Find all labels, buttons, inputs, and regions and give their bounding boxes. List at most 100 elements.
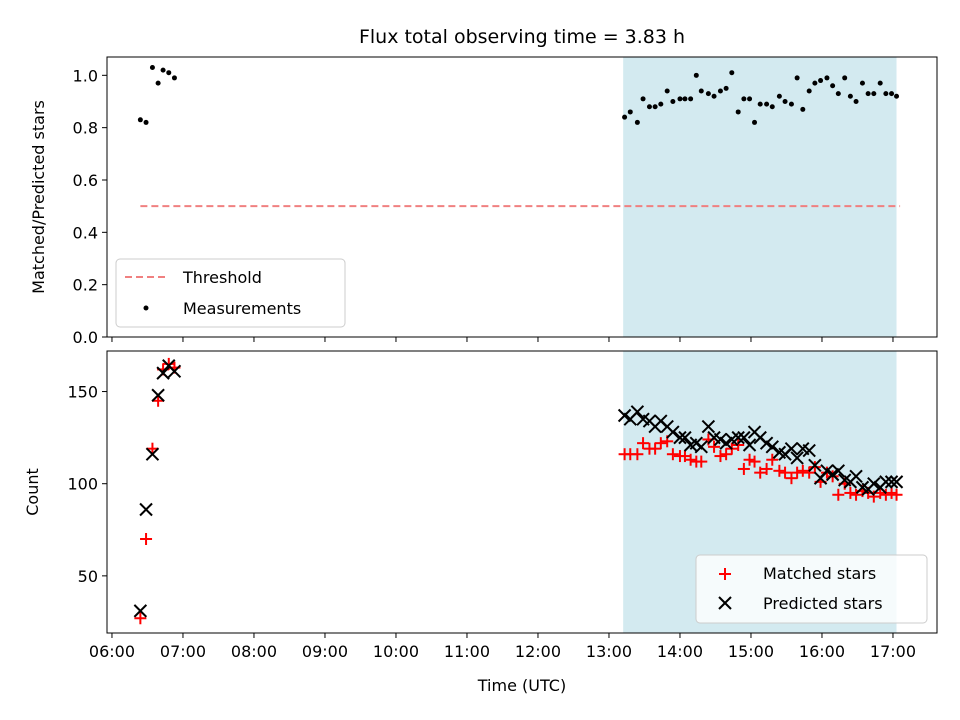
measurement-point — [859, 80, 865, 86]
bottom-legend: Matched stars Predicted stars — [695, 554, 928, 624]
top-x-ticks — [111, 337, 894, 342]
predicted-star-stroke-b — [701, 419, 716, 434]
measurement-point — [800, 106, 806, 112]
predicted-star-stroke-b — [879, 475, 893, 489]
measurement-point — [818, 78, 824, 84]
predicted-star-stroke-b — [772, 445, 787, 460]
top-y-tick-label: 1.0 — [73, 66, 98, 85]
measurement-point — [698, 88, 704, 94]
predicted-star-stroke-b — [759, 436, 774, 450]
measurement-point — [741, 96, 747, 102]
predicted-star-point — [884, 475, 899, 489]
x-tick-label: 12:00 — [515, 642, 561, 661]
measurement-point — [652, 104, 658, 110]
predicted-star-stroke-b — [837, 473, 852, 487]
measurement-point — [757, 101, 763, 107]
matched-star-point — [140, 533, 153, 545]
bottom-y-tick-label: 100 — [67, 475, 98, 494]
matched-star-point — [134, 612, 147, 625]
predicted-star-stroke-b — [156, 366, 170, 380]
measurement-point — [711, 93, 717, 99]
predicted-star-point — [742, 438, 757, 452]
predicted-star-stroke-b — [617, 408, 632, 423]
x-tick-label: 10:00 — [373, 642, 419, 661]
predicted-star-point — [731, 430, 745, 445]
measurement-point — [160, 67, 166, 73]
matched-star-point — [785, 472, 798, 485]
predicted-star-stroke-b — [678, 430, 692, 445]
measurement-point — [149, 64, 155, 70]
top-y-tick-label: 0.0 — [73, 328, 98, 347]
matched-star-point — [654, 437, 667, 450]
bottom-legend-box — [695, 554, 928, 624]
predicted-star-point — [849, 469, 863, 484]
measurement-point — [705, 91, 711, 97]
x-tick-label: 07:00 — [160, 642, 206, 661]
predicted-star-point — [737, 430, 751, 445]
matched-star-point — [844, 486, 857, 499]
x-tick-label: 06:00 — [89, 642, 135, 661]
matched-star-point — [773, 464, 786, 477]
x-tick-label: 17:00 — [870, 642, 916, 661]
top-y-tick-label: 0.6 — [73, 171, 98, 190]
bottom-y-axis-label: Count — [23, 468, 42, 516]
predicted-star-stroke-b — [855, 480, 870, 495]
predicted-star-point — [867, 476, 881, 491]
x-tick-label: 09:00 — [302, 642, 348, 661]
legend-predicted-label: Predicted stars — [763, 594, 883, 613]
predicted-star-stroke-b — [790, 451, 804, 465]
predicted-star-point — [156, 366, 170, 380]
matched-star-point — [796, 464, 809, 477]
predicted-star-point — [694, 440, 708, 454]
predicted-star-stroke-b — [694, 440, 708, 454]
predicted-star-point — [167, 364, 182, 378]
measurement-point — [776, 93, 782, 99]
x-axis-label: Time (UTC) — [477, 676, 566, 695]
matched-star-point — [791, 466, 804, 479]
predicted-star-stroke-b — [673, 430, 687, 445]
measurement-point — [877, 80, 883, 86]
matched-star-point — [637, 437, 650, 450]
measurement-point — [842, 75, 848, 81]
matched-star-point — [152, 394, 165, 407]
top-panel: 0.0 0.2 0.4 0.6 0.8 1.0 Matched/Predicted sta… — [29, 56, 938, 347]
measurement-point — [717, 88, 723, 94]
measurement-point — [853, 98, 859, 104]
measurement-point — [658, 101, 664, 107]
x-tick-label: 14:00 — [657, 642, 703, 661]
predicted-star-stroke-b — [636, 412, 650, 426]
bottom-panel: 50 100 150 06:00 07:00 08:00 09:00 10:00 11:00 1… — [23, 350, 938, 695]
bottom-x-ticks: 06:00 07:00 08:00 09:00 10:00 11:00 12:00 13:00… — [89, 633, 916, 661]
predicted-star-point — [831, 464, 846, 478]
matched-star-point — [684, 453, 697, 466]
matched-star-point — [879, 488, 892, 501]
legend-matched-label: Matched stars — [763, 564, 876, 583]
legend-predicted-swatch — [718, 596, 732, 610]
predicted-star-point — [879, 475, 893, 489]
matched-star-point — [748, 455, 761, 468]
predicted-star-point — [765, 440, 779, 454]
matched-star-point — [808, 461, 821, 474]
measurement-point — [143, 119, 149, 125]
predicted-star-stroke-b — [808, 458, 822, 472]
predicted-star-stroke-b — [867, 476, 881, 491]
bottom-y-tick-label: 50 — [78, 567, 98, 586]
measurement-point — [788, 101, 794, 107]
matched-star-point — [720, 448, 733, 461]
measurement-point — [806, 88, 812, 94]
matched-star-point — [832, 488, 845, 501]
measurement-point — [747, 96, 753, 102]
measurement-point — [646, 104, 652, 110]
measurement-point — [622, 114, 628, 120]
predicted-star-stroke-b — [784, 441, 799, 456]
measurement-point — [171, 75, 177, 81]
matched-star-point — [737, 462, 750, 475]
matched-star-point — [754, 466, 767, 479]
measurement-point — [640, 96, 646, 102]
measurement-point — [735, 109, 741, 115]
top-y-ticks: 0.0 0.2 0.4 0.6 0.8 1.0 — [73, 66, 107, 347]
matched-star-point — [760, 462, 773, 475]
predicted-star-stroke-b — [145, 447, 160, 461]
chart-title: Flux total observing time = 3.83 h — [359, 26, 685, 48]
